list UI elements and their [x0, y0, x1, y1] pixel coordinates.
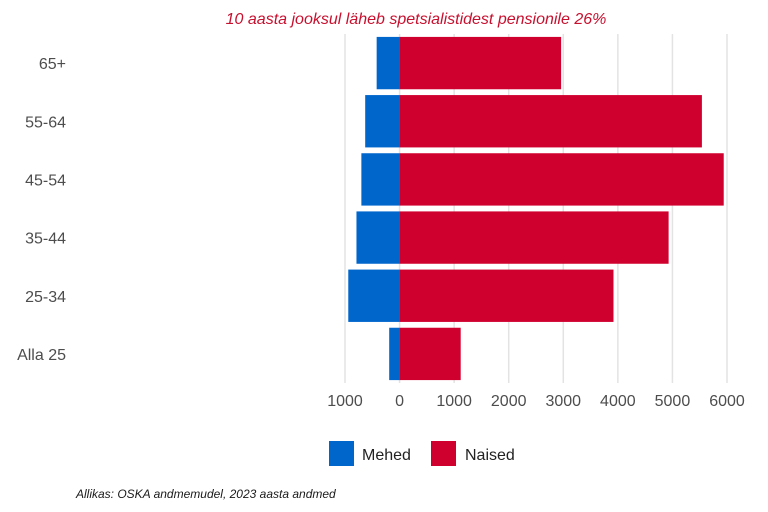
- legend-swatch-mehed: [329, 441, 354, 466]
- bar-mehed-alla-25: [389, 327, 400, 381]
- category-label-65-: 65+: [39, 56, 66, 73]
- bars: [348, 36, 724, 381]
- x-axis-tick-labels: 1000 0 1000 2000 3000 4000 5000 6000: [327, 393, 745, 410]
- x-tick-label-2: 1000: [436, 393, 472, 410]
- bar-naised-25-34: [399, 269, 614, 322]
- bar-naised-alla-25: [399, 327, 461, 381]
- bar-naised-35-44: [399, 211, 669, 264]
- bar-mehed-65-: [376, 36, 400, 90]
- x-tick-label-6: 5000: [655, 393, 691, 410]
- category-label-alla-25: Alla 25: [17, 347, 66, 364]
- bar-mehed-55-64: [365, 95, 400, 148]
- x-tick-label-7: 6000: [709, 393, 745, 410]
- category-label-35-44: 35-44: [25, 231, 66, 248]
- bar-mehed-25-34: [348, 269, 400, 322]
- x-tick-label-0: 1000: [327, 393, 363, 410]
- category-label-25-34: 25-34: [25, 289, 66, 306]
- x-tick-label-5: 4000: [600, 393, 636, 410]
- gridlines: [344, 34, 728, 383]
- x-tick-label-3: 2000: [491, 393, 527, 410]
- chart-title: 10 aasta jooksul läheb spetsialistidest …: [226, 11, 607, 28]
- source-caption: Allikas: OSKA andmemudel, 2023 aasta and…: [75, 487, 336, 501]
- bar-naised-65-: [399, 36, 562, 90]
- x-tick-label-1: 0: [395, 393, 404, 410]
- legend: Mehed Naised: [329, 441, 515, 466]
- bar-naised-55-64: [399, 95, 702, 148]
- category-label-55-64: 55-64: [25, 114, 66, 131]
- legend-label-naised: Naised: [465, 447, 515, 464]
- bar-naised-45-54: [399, 153, 724, 206]
- category-label-45-54: 45-54: [25, 172, 66, 189]
- legend-swatch-naised: [431, 441, 456, 466]
- category-labels: 65+ 55-64 45-54 35-44 25-34 Alla 25: [17, 56, 66, 364]
- bar-mehed-45-54: [361, 153, 400, 206]
- x-tick-label-4: 3000: [545, 393, 581, 410]
- bar-mehed-35-44: [356, 211, 400, 264]
- legend-label-mehed: Mehed: [362, 447, 411, 464]
